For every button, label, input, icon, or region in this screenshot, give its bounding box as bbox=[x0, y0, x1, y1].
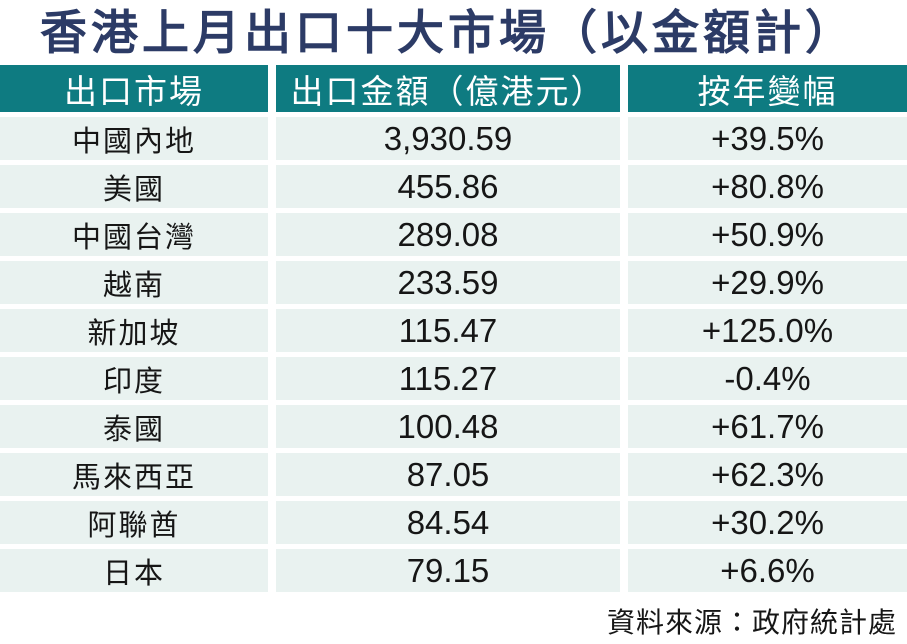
value-cell: 87.05 bbox=[276, 453, 620, 496]
market-cell: 日本 bbox=[0, 549, 268, 592]
market-cell: 中國台灣 bbox=[0, 213, 268, 256]
value-cell: 84.54 bbox=[276, 501, 620, 544]
value-cell: 233.59 bbox=[276, 261, 620, 304]
value-cell: 79.15 bbox=[276, 549, 620, 592]
change-cell: -0.4% bbox=[628, 357, 907, 400]
value-cell: 115.47 bbox=[276, 309, 620, 352]
data-source: 資料來源：政府統計處 bbox=[606, 607, 897, 638]
change-cell: +39.5% bbox=[628, 117, 907, 160]
change-cell: +125.0% bbox=[628, 309, 907, 352]
market-cell: 印度 bbox=[0, 357, 268, 400]
value-cell: 100.48 bbox=[276, 405, 620, 448]
page-title: 香港上月出口十大市場（以金額計） bbox=[40, 6, 856, 59]
change-cell: +80.8% bbox=[628, 165, 907, 208]
market-cell: 越南 bbox=[0, 261, 268, 304]
column-header-market: 出口市場 bbox=[0, 65, 268, 112]
market-cell: 阿聯酋 bbox=[0, 501, 268, 544]
value-cell: 3,930.59 bbox=[276, 117, 620, 160]
change-cell: +61.7% bbox=[628, 405, 907, 448]
change-cell: +6.6% bbox=[628, 549, 907, 592]
value-cell: 289.08 bbox=[276, 213, 620, 256]
change-cell: +50.9% bbox=[628, 213, 907, 256]
market-cell: 泰國 bbox=[0, 405, 268, 448]
market-cell: 美國 bbox=[0, 165, 268, 208]
column-header-value: 出口金額（億港元） bbox=[276, 65, 620, 112]
market-cell: 馬來西亞 bbox=[0, 453, 268, 496]
column-header-change: 按年變幅 bbox=[628, 65, 907, 112]
change-cell: +29.9% bbox=[628, 261, 907, 304]
value-cell: 455.86 bbox=[276, 165, 620, 208]
change-cell: +30.2% bbox=[628, 501, 907, 544]
market-cell: 中國內地 bbox=[0, 117, 268, 160]
export-markets-table: 出口市場 出口金額（億港元） 按年變幅 中國內地 3,930.59 +39.5%… bbox=[0, 65, 907, 592]
change-cell: +62.3% bbox=[628, 453, 907, 496]
market-cell: 新加坡 bbox=[0, 309, 268, 352]
value-cell: 115.27 bbox=[276, 357, 620, 400]
